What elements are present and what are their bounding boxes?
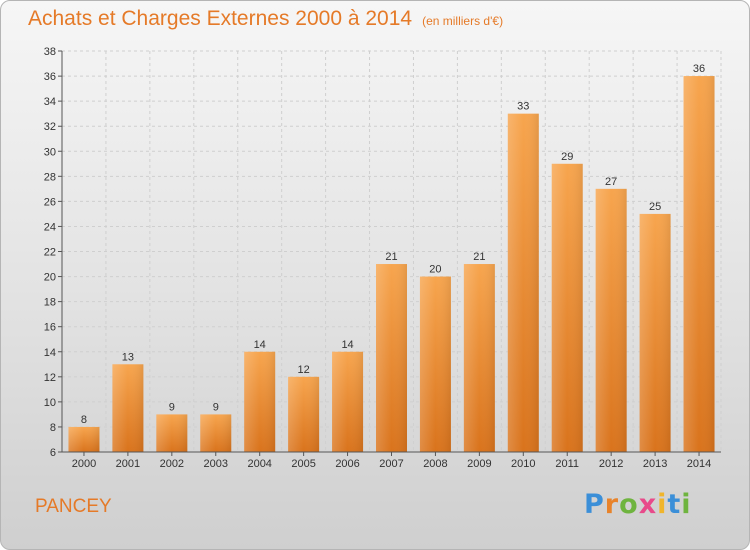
x-tick-label: 2005 — [291, 458, 315, 470]
axes — [58, 50, 721, 456]
y-tick-label: 6 — [50, 447, 56, 459]
grid-lines — [61, 50, 722, 453]
data-label: 33 — [517, 101, 529, 113]
y-tick-label: 30 — [44, 146, 56, 158]
logo-letter: i — [681, 489, 692, 520]
bar-shade — [288, 376, 320, 452]
data-label: 25 — [649, 201, 661, 213]
logo-letter: t — [667, 489, 682, 520]
bar-shade — [112, 364, 144, 452]
y-tick-label: 28 — [44, 171, 56, 183]
data-label: 9 — [213, 401, 219, 413]
x-tick-label: 2000 — [72, 458, 96, 470]
x-tick-label: 2010 — [511, 458, 535, 470]
y-tick-label: 36 — [44, 71, 56, 83]
data-label: 14 — [341, 339, 353, 351]
bar-shade — [639, 213, 671, 452]
y-tick-label: 14 — [44, 347, 56, 359]
bar-shade — [376, 264, 407, 452]
bars — [68, 76, 715, 452]
chart-title: Achats et Charges Externes 2000 à 2014 (e… — [28, 7, 504, 30]
data-label: 20 — [429, 264, 441, 276]
data-label: 8 — [81, 414, 87, 426]
data-label: 21 — [385, 251, 397, 263]
y-tick-label: 22 — [44, 247, 56, 259]
x-tick-label: 2004 — [247, 458, 271, 470]
data-label: 36 — [693, 63, 705, 75]
x-tick-label: 2009 — [467, 458, 491, 470]
y-tick-label: 20 — [44, 272, 56, 284]
x-tick-label: 2007 — [379, 458, 403, 470]
y-tick-label: 10 — [44, 397, 56, 409]
bar-shade — [156, 414, 188, 452]
data-label: 9 — [169, 401, 175, 413]
bar-shade — [419, 276, 451, 452]
logo-letter: P — [584, 489, 605, 520]
x-tick-label: 2003 — [204, 458, 228, 470]
y-tick-label: 34 — [44, 96, 56, 108]
labels: 6 8 10 12 14 16 18 20 22 24 26 28 30 32 34 36 38 8 2000 13 2… — [44, 46, 712, 470]
bar-shade — [551, 163, 583, 452]
data-label: 21 — [473, 251, 485, 263]
y-tick-label: 26 — [44, 196, 56, 208]
bar-shade — [595, 188, 627, 452]
x-tick-label: 2011 — [555, 458, 579, 470]
bar-shade — [507, 113, 539, 452]
bar-shade — [463, 264, 495, 452]
x-tick-label: 2013 — [643, 458, 667, 470]
x-tick-label: 2014 — [687, 458, 711, 470]
bar-shade — [683, 76, 715, 452]
bar-shade — [200, 414, 232, 452]
bar-shade — [68, 426, 100, 452]
data-label: 14 — [254, 339, 266, 351]
proxiti-logo[interactable]: Proxiti — [584, 489, 692, 520]
y-tick-label: 8 — [50, 422, 56, 434]
x-tick-label: 2001 — [116, 458, 140, 470]
data-label: 27 — [605, 176, 617, 188]
logo-letter: o — [619, 489, 639, 520]
data-label: 13 — [122, 351, 134, 363]
logo-letter: x — [638, 489, 658, 520]
y-tick-label: 32 — [44, 121, 56, 133]
y-tick-label: 38 — [44, 46, 56, 58]
x-tick-label: 2002 — [160, 458, 184, 470]
x-tick-label: 2012 — [599, 458, 623, 470]
y-tick-label: 16 — [44, 322, 56, 334]
y-tick-label: 12 — [44, 372, 56, 384]
bar-shade — [332, 351, 364, 452]
data-label: 12 — [298, 364, 310, 376]
location-name: PANCEY — [35, 496, 112, 517]
logo-letter: i — [657, 489, 668, 520]
y-tick-label: 18 — [44, 297, 56, 309]
bar-shade — [244, 351, 276, 452]
chart-unit: (en milliers d'€) — [422, 14, 504, 28]
y-tick-label: 24 — [44, 221, 56, 233]
logo-letter: r — [604, 489, 620, 520]
x-tick-label: 2006 — [335, 458, 359, 470]
data-label: 29 — [561, 151, 573, 163]
x-tick-label: 2008 — [423, 458, 447, 470]
